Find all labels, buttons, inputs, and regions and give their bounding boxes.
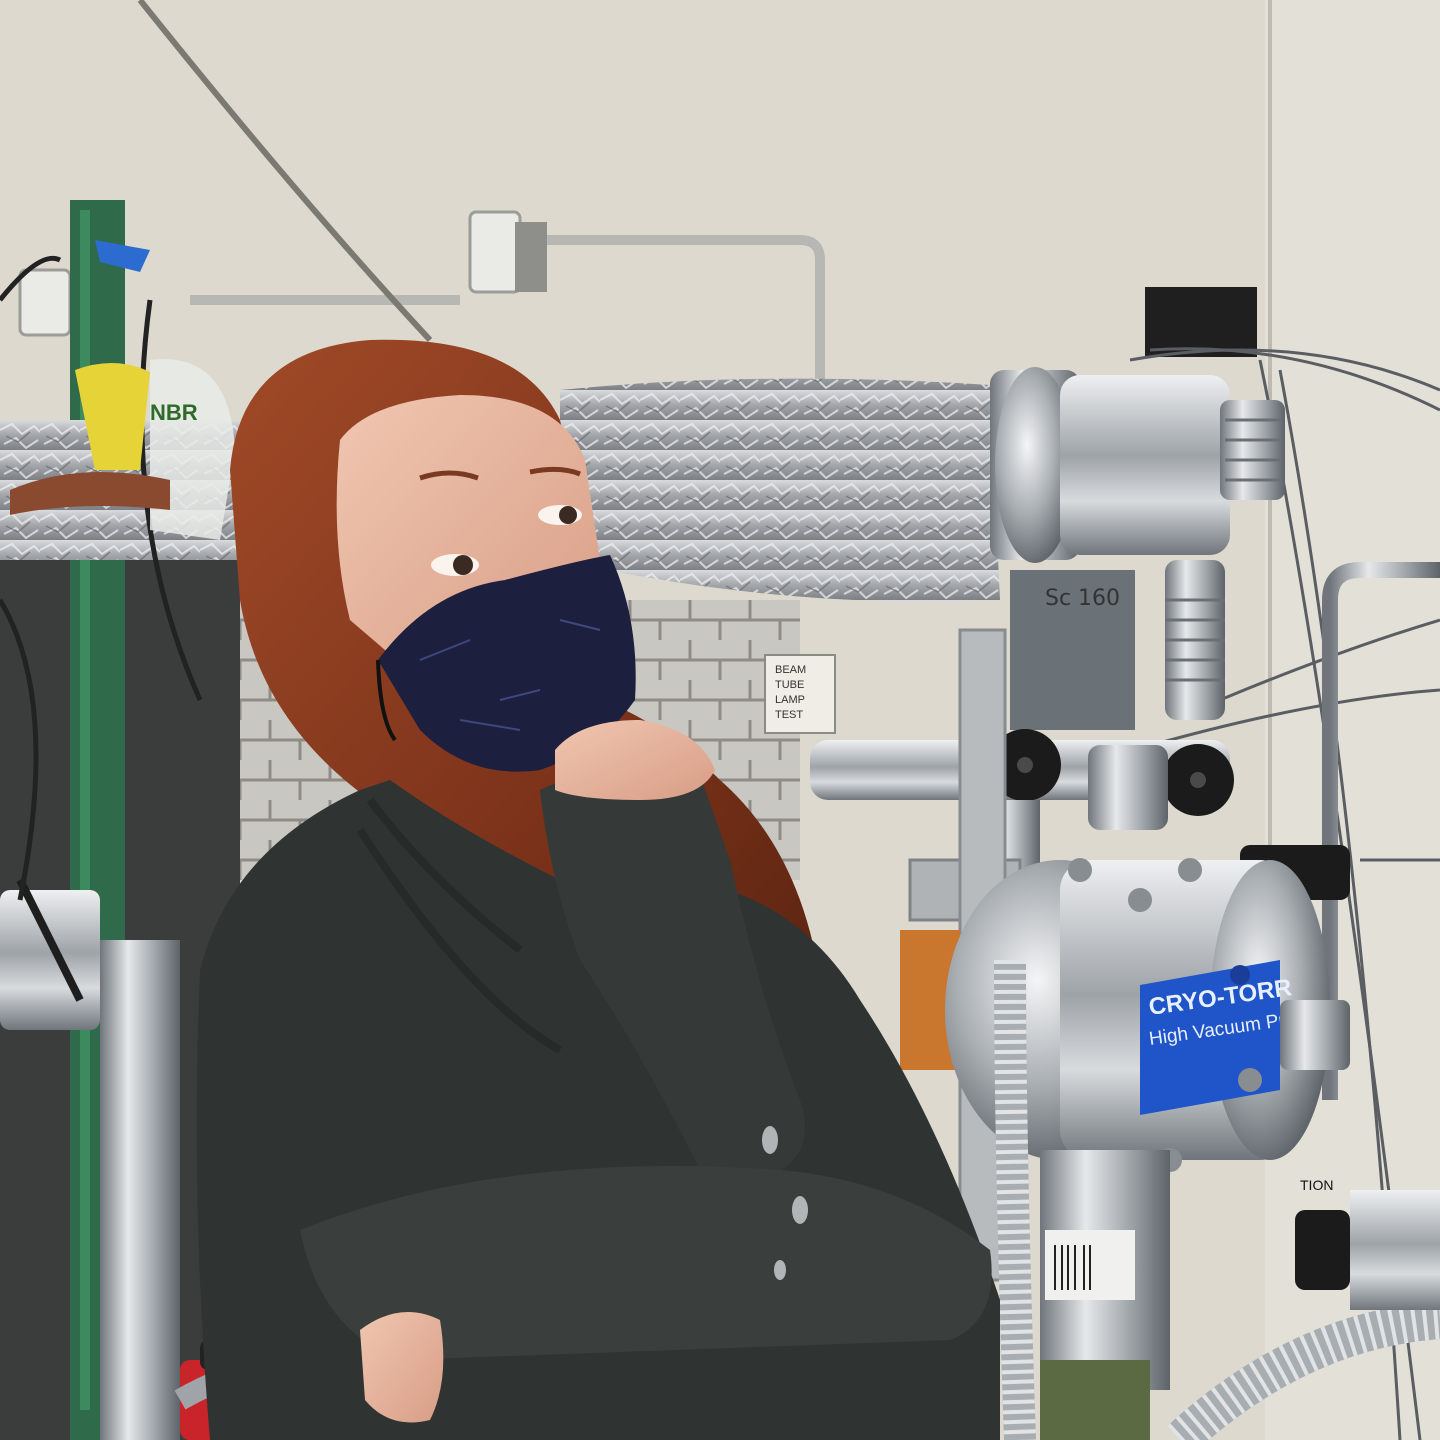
hand [555,720,715,800]
shirt-print [762,1126,808,1280]
person [196,339,1000,1440]
cryopump: CRYO-TORR High Vacuum Pump [945,858,1350,1440]
sign-line-2: TUBE [775,679,804,691]
caution-valve [1295,1210,1350,1290]
blue-tape [95,240,150,272]
bag-text: NBR [150,400,198,425]
overhead-cable [137,0,433,343]
sign-line-1: BEAM [775,664,806,676]
vacuum-chamber-top [990,367,1285,720]
cylinder-left [0,890,100,1030]
raised-arm [540,770,805,1180]
plastic-bag [150,359,235,540]
handwritten-label: Sc 160 [1045,586,1120,611]
sign-line-3: LAMP [775,694,805,706]
gray-panel [1010,570,1135,730]
pump-base [1040,1360,1150,1440]
steel-column [100,940,180,1440]
lower-hand [360,1312,444,1423]
steel-rail [1322,562,1440,1100]
flex-hoses [174,959,1440,1440]
junction-box-side [515,222,547,292]
foil-wrapped-beam-tube [560,378,1000,602]
beam-tube-lamp-test-sign: BEAM TUBE LAMP TEST [764,654,836,734]
junction-box [468,210,522,294]
caution-fragment: TION [1300,1177,1333,1193]
folded-arm [300,1166,992,1360]
clamp [10,472,170,515]
conduit [18,210,825,380]
black-box [1145,287,1257,357]
yellow-cup [75,362,150,470]
face-mask [378,555,636,772]
sign-line-4: TEST [775,709,803,721]
